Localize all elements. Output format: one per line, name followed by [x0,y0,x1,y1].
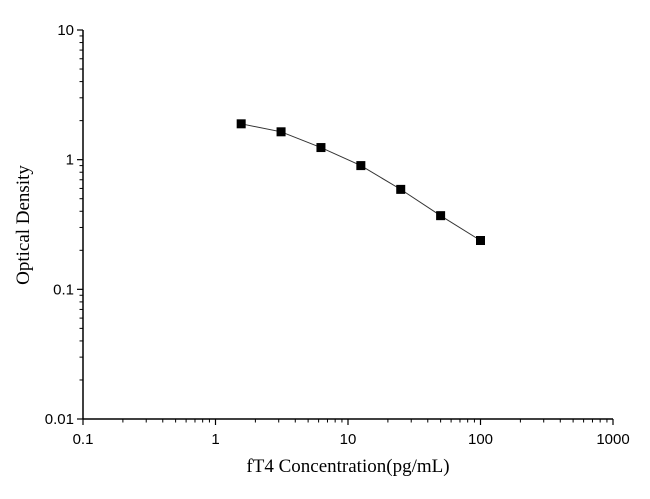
y-tick-label: 1 [66,152,74,169]
data-point-marker [276,127,286,137]
x-tick-label: 1 [211,431,219,448]
data-point-marker [476,236,485,246]
data-point-marker [396,184,406,194]
y-axis-title: Optical Density [13,165,34,285]
data-markers [236,119,485,246]
data-point-marker [356,161,366,171]
fitted-curve [241,123,481,241]
x-tick-label: 10 [340,431,357,448]
ticks [77,29,614,425]
y-tick-label: 0.01 [45,411,74,428]
data-point-marker [316,143,326,153]
x-axis-title: fT4 Concentration(pg/mL) [246,456,449,477]
axes [82,30,613,420]
x-tick-label: 100 [468,431,493,448]
data-point-marker [436,211,446,221]
x-tick-label: 0.1 [73,431,94,448]
y-tick-label: 0.1 [53,281,74,298]
x-tick-label: 1000 [596,431,629,448]
y-tick-label: 10 [57,22,74,39]
tick-labels: 0.1 1 10 100 1000 0.01 0.1 1 10 [45,22,630,448]
data-point-marker [236,119,246,129]
